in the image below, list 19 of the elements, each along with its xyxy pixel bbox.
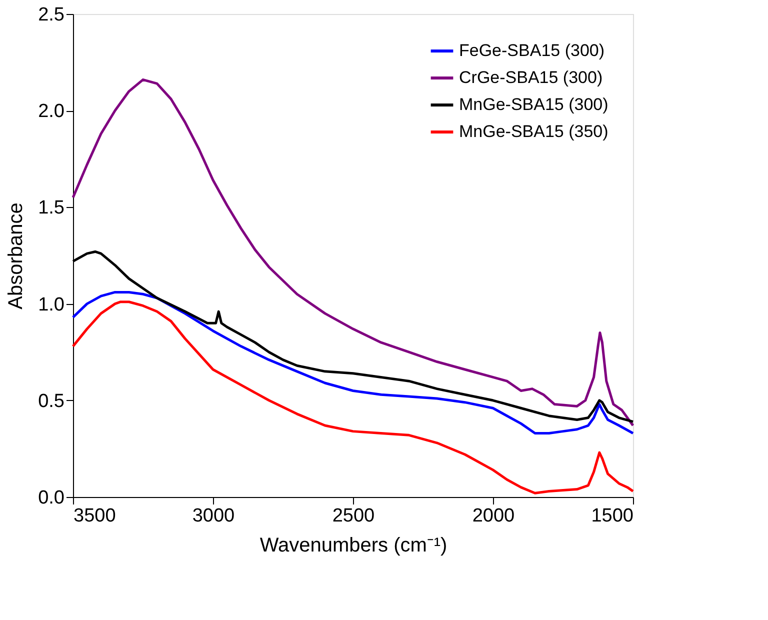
legend-label: MnGe-SBA15 (300) — [459, 95, 608, 114]
y-tick-label: 2.0 — [38, 101, 64, 122]
y-tick-label: 1.0 — [38, 294, 64, 316]
x-tick-label: 2500 — [332, 506, 375, 526]
x-tick-label: 3000 — [192, 506, 235, 526]
x-axis-title: Wavenumbers (cm⁻¹) — [260, 534, 448, 556]
legend-label: CrGe-SBA15 (300) — [459, 68, 603, 87]
y-tick-label: 0.5 — [38, 390, 64, 412]
y-tick-label: 2.5 — [38, 4, 64, 26]
line-series — [72, 290, 634, 434]
y-tick-label: 0.0 — [38, 488, 64, 508]
x-tick-label: 3500 — [74, 506, 116, 526]
x-tick-label: 2000 — [472, 506, 515, 526]
line-series — [72, 300, 634, 494]
legend-label: MnGe-SBA15 (350) — [459, 122, 608, 141]
y-axis-title: Absorbance — [5, 202, 28, 310]
x-tick-label: 1500 — [591, 506, 634, 526]
y-tick-label: 1.5 — [38, 198, 64, 219]
legend-label: FeGe-SBA15 (300) — [459, 41, 605, 60]
